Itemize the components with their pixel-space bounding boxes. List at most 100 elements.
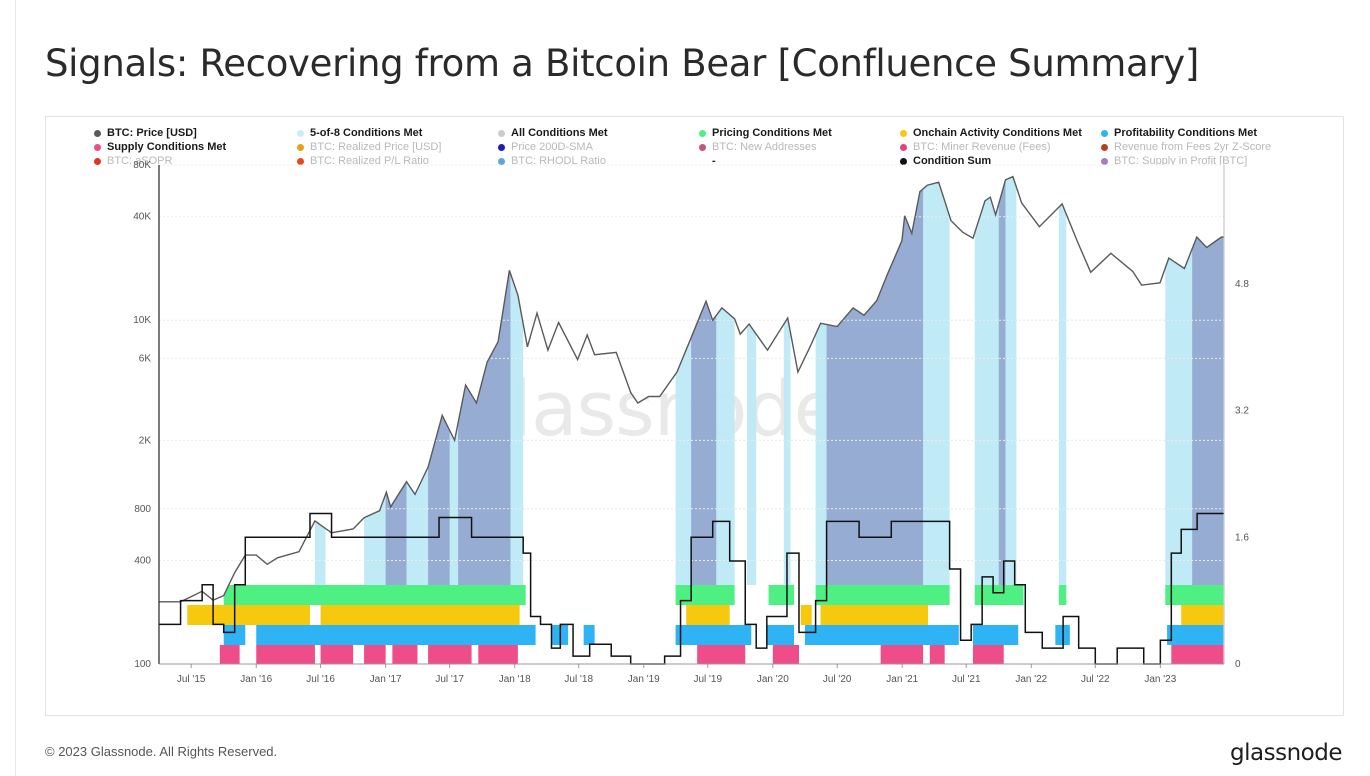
signal-band	[187, 605, 310, 625]
legend-label: BTC: New Addresses	[712, 141, 817, 153]
legend-label: BTC: Supply in Profit [BTC]	[1114, 155, 1248, 167]
signal-band	[364, 645, 386, 664]
legend-swatch	[94, 157, 101, 165]
legend-swatch	[900, 129, 907, 137]
legend-swatch	[1101, 157, 1108, 165]
legend-label: BTC: Miner Revenue (Fees)	[913, 141, 1051, 153]
signal-band	[972, 645, 1004, 664]
legend-swatch	[1101, 129, 1108, 137]
y-left-tick-label: 800	[134, 504, 151, 515]
legend-item[interactable]: -	[699, 155, 716, 167]
signal-band	[972, 625, 1019, 645]
x-tick-label: Jan '18	[499, 674, 531, 685]
legend-item[interactable]: BTC: Price [USD]	[94, 127, 197, 139]
y-right-tick-label: 1.6	[1235, 532, 1249, 543]
signal-band	[1181, 605, 1224, 625]
signal-band	[800, 605, 812, 625]
signal-band	[1171, 645, 1224, 664]
signal-band	[223, 585, 526, 605]
legend-label: Onchain Activity Conditions Met	[913, 127, 1082, 139]
y-left-tick-label: 100	[134, 659, 151, 670]
legend-item[interactable]: BTC: Miner Revenue (Fees)	[900, 141, 1051, 153]
signal-band	[686, 605, 730, 625]
signal-band	[256, 625, 536, 645]
signal-band	[428, 645, 472, 664]
y-left-tick-label: 80K	[133, 160, 151, 171]
legend-item[interactable]: Profitability Conditions Met	[1101, 127, 1257, 139]
legend-swatch	[498, 157, 505, 165]
y-right-tick-label: 3.2	[1235, 406, 1249, 417]
signal-band	[478, 645, 518, 664]
legend-item[interactable]: BTC: RHODL Ratio	[498, 155, 606, 167]
signal-band	[256, 645, 315, 664]
legend-item[interactable]: BTC: Realized P/L Ratio	[297, 155, 429, 167]
legend-swatch	[498, 129, 505, 137]
legend-label: Supply Conditions Met	[107, 141, 227, 153]
legend-swatch	[297, 129, 304, 137]
legend-item[interactable]: Supply Conditions Met	[94, 141, 226, 153]
brand-logo: glassnode	[1230, 740, 1342, 766]
signal-band	[392, 645, 418, 664]
y-left-tick-label: 2K	[139, 435, 152, 446]
signal-band	[768, 585, 795, 605]
legend-item[interactable]: All Conditions Met	[498, 127, 608, 139]
legend-swatch	[498, 143, 505, 151]
condition-sum-line	[159, 512, 1224, 665]
x-tick-label: Jan '20	[757, 674, 789, 685]
legend-label: All Conditions Met	[511, 127, 608, 139]
legend-swatch	[900, 143, 907, 151]
signal-band	[1058, 165, 1067, 585]
legend-item[interactable]: BTC: New Addresses	[699, 141, 817, 153]
signal-band	[1165, 585, 1224, 605]
legend-label: Profitability Conditions Met	[1114, 127, 1257, 139]
signal-band	[675, 625, 752, 645]
x-tick-label: Jul '18	[564, 674, 593, 685]
legend-item[interactable]: Onchain Activity Conditions Met	[900, 127, 1082, 139]
signal-band	[675, 585, 735, 605]
signal-band	[219, 645, 240, 664]
legend-label: BTC: RHODL Ratio	[511, 155, 606, 167]
legend-swatch	[699, 129, 706, 137]
legend-item[interactable]: Price 200D-SMA	[498, 141, 593, 153]
y-right-tick-label: 0	[1235, 659, 1241, 670]
legend-swatch	[94, 143, 101, 151]
y-left-tick-label: 400	[134, 556, 151, 567]
legend-label: BTC: Realized Price [USD]	[310, 141, 442, 153]
signal-band	[772, 645, 799, 664]
signal-band	[320, 605, 520, 625]
legend-label: Revenue from Fees 2yr Z-Score	[1114, 141, 1272, 153]
legend-swatch	[297, 157, 304, 165]
y-left-tick-label: 40K	[133, 212, 151, 223]
legend-item[interactable]: BTC: Supply in Profit [BTC]	[1101, 155, 1247, 167]
x-tick-label: Jan '19	[628, 674, 660, 685]
chart-panel: BTC: Price [USD] 5-of-8 Conditions Met All…	[45, 116, 1344, 716]
x-tick-label: Jul '21	[952, 674, 981, 685]
signal-band	[747, 165, 757, 585]
x-tick-label: Jan '21	[886, 674, 918, 685]
x-tick-label: Jul '15	[177, 674, 206, 685]
x-tick-label: Jul '16	[306, 674, 335, 685]
x-tick-label: Jul '20	[823, 674, 852, 685]
x-tick-label: Jan '22	[1015, 674, 1047, 685]
signal-band	[974, 165, 1017, 585]
signal-band	[783, 165, 791, 585]
y-left-tick-label: 10K	[133, 315, 151, 326]
legend-item[interactable]: Revenue from Fees 2yr Z-Score	[1101, 141, 1271, 153]
legend-item[interactable]: BTC: Realized Price [USD]	[297, 141, 441, 153]
signal-band	[929, 645, 945, 664]
legend-label: BTC: Price [USD]	[107, 127, 197, 139]
legend-label: 5-of-8 Conditions Met	[310, 127, 423, 139]
legend-item[interactable]: Condition Sum	[900, 155, 991, 167]
x-tick-label: Jul '17	[435, 674, 464, 685]
legend-label: Pricing Conditions Met	[712, 127, 832, 139]
legend-item[interactable]: 5-of-8 Conditions Met	[297, 127, 422, 139]
legend-swatch	[900, 157, 907, 165]
legend-label: Condition Sum	[913, 155, 992, 167]
copyright-footer: © 2023 Glassnode. All Rights Reserved.	[45, 744, 278, 759]
legend-item[interactable]: Pricing Conditions Met	[699, 127, 832, 139]
y-right-tick-label: 4.8	[1235, 279, 1249, 290]
price-line	[159, 175, 1225, 603]
signal-band	[697, 645, 746, 664]
legend-item[interactable]: BTC: aSOPR	[94, 155, 172, 167]
signal-band	[974, 585, 1024, 605]
